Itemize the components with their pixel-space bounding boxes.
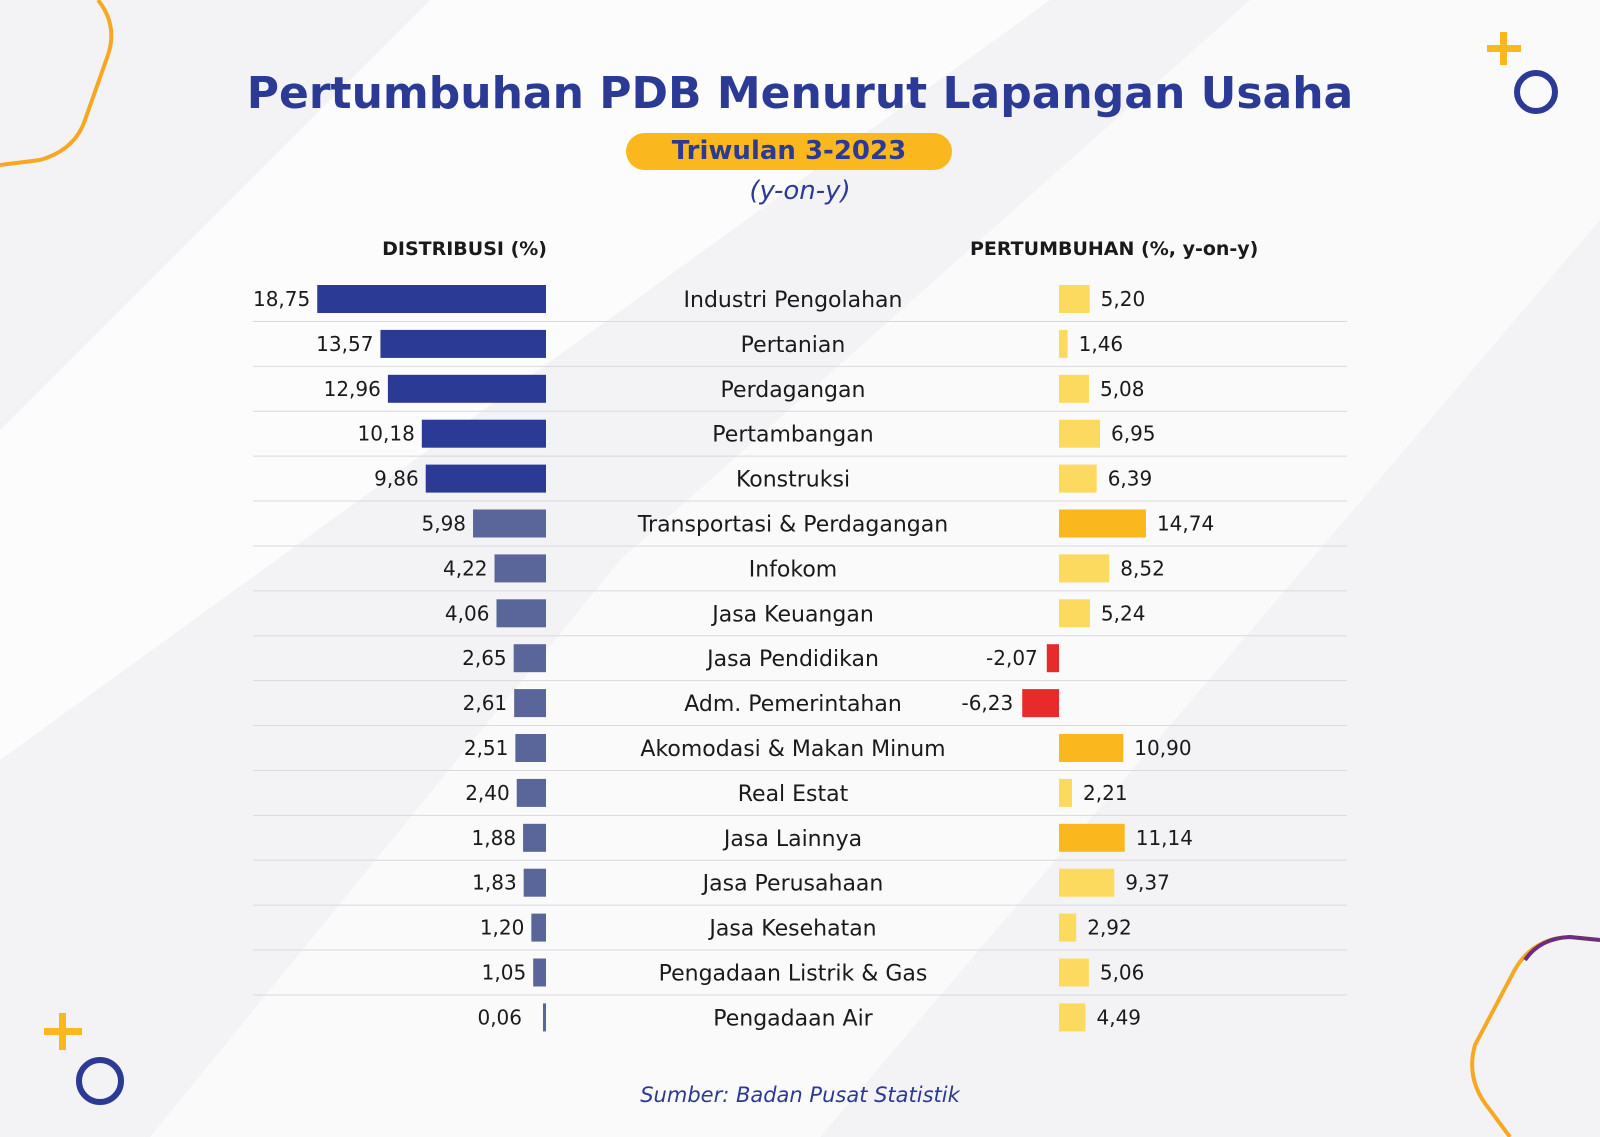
distribution-bar: [533, 958, 546, 987]
category-label: Jasa Lainnya: [722, 827, 862, 852]
category-label: Jasa Perusahaan: [701, 872, 884, 897]
category-label: Transportasi & Perdagangan: [637, 513, 948, 538]
distribution-bar: [496, 599, 546, 628]
growth-bar: [1059, 285, 1090, 313]
circle-icon: [1514, 70, 1558, 114]
distribution-bar: [380, 329, 546, 358]
growth-bar: [1059, 913, 1077, 942]
growth-value-label: 1,46: [1079, 332, 1124, 356]
distribution-value-label: 5,98: [422, 512, 467, 536]
category-label: Pertambangan: [712, 423, 873, 448]
category-label: Adm. Pemerintahan: [684, 692, 902, 717]
growth-value-label: 5,08: [1100, 377, 1145, 401]
growth-bar: [1059, 464, 1097, 493]
growth-bar: [1059, 958, 1089, 987]
distribution-bar: [515, 734, 546, 762]
distribution-value-label: 10,18: [358, 422, 415, 446]
distribution-value-label: 18,75: [253, 287, 310, 311]
distribution-value-label: 13,57: [316, 332, 373, 356]
category-label: Pengadaan Air: [713, 1006, 873, 1031]
distribution-value-label: 2,40: [465, 781, 510, 805]
distribution-value-label: 4,22: [443, 556, 488, 580]
distribution-value-label: 2,61: [463, 691, 508, 715]
growth-value-label: 6,39: [1108, 467, 1153, 491]
plus-icon: [44, 1013, 82, 1050]
growth-value-label: 14,74: [1157, 512, 1214, 536]
distribution-bar: [425, 464, 546, 493]
growth-value-label: -6,23: [961, 691, 1013, 715]
distribution-bar: [516, 778, 546, 807]
category-label: Jasa Pendidikan: [705, 647, 879, 672]
growth-value-label: 10,90: [1134, 736, 1191, 760]
circle-icon: [76, 1057, 124, 1105]
growth-bar: [1059, 778, 1073, 807]
growth-bar: [1059, 734, 1124, 762]
distribution-value-label: 1,05: [482, 961, 527, 985]
distribution-value-label: 12,96: [324, 377, 381, 401]
corner-curve-accent: [1523, 934, 1600, 962]
unit-note: (y-on-y): [749, 176, 851, 206]
growth-bar: [1059, 868, 1115, 897]
category-label: Pertanian: [741, 333, 846, 358]
category-label: Infokom: [749, 557, 837, 582]
category-label: Jasa Keuangan: [710, 602, 874, 627]
distribution-bar: [387, 374, 546, 403]
growth-bar: [1059, 329, 1068, 358]
source-note: Sumber: Badan Pusat Statistik: [640, 1083, 960, 1107]
distribution-value-label: 0,06: [477, 1005, 522, 1029]
distribution-bar: [513, 644, 546, 673]
category-label: Pengadaan Listrik & Gas: [659, 962, 928, 987]
category-label: Real Estat: [738, 782, 849, 807]
growth-bar: [1059, 419, 1101, 448]
corner-curve-top-left: [0, 0, 114, 167]
distribution-bar: [494, 554, 546, 583]
growth-bar: [1059, 599, 1090, 628]
growth-value-label: 4,49: [1096, 1005, 1141, 1029]
growth-bar: [1059, 1003, 1086, 1032]
growth-value-label: 5,06: [1100, 961, 1145, 985]
period-badge: Triwulan 3-2023: [626, 133, 952, 170]
plus-icon: [1487, 32, 1521, 65]
distribution-bar: [523, 823, 546, 852]
growth-value-label: 9,37: [1125, 871, 1170, 895]
category-label: Jasa Kesehatan: [707, 917, 876, 942]
distribution-value-label: 1,83: [472, 871, 517, 895]
growth-bar: [1059, 509, 1146, 538]
distribution-value-label: 2,65: [462, 646, 507, 670]
category-label: Industri Pengolahan: [684, 288, 903, 313]
light-stripe: [150, 0, 1600, 1137]
growth-value-label: 8,52: [1120, 556, 1165, 580]
growth-value-label: 2,92: [1087, 916, 1132, 940]
growth-value-label: 6,95: [1111, 422, 1156, 446]
distribution-bar: [531, 913, 546, 942]
growth-bar: [1059, 374, 1089, 403]
growth-bar: [1046, 644, 1059, 673]
category-label: Konstruksi: [736, 468, 850, 493]
distribution-bar: [473, 509, 546, 538]
growth-bar: [1059, 823, 1125, 852]
growth-value-label: 2,21: [1083, 781, 1128, 805]
growth-value-label: -2,07: [986, 646, 1038, 670]
distribution-bar: [543, 1003, 546, 1032]
distribution-bar: [514, 689, 546, 718]
distribution-bar: [421, 419, 546, 448]
growth-bar: [1022, 689, 1059, 718]
distribution-bar: [523, 868, 546, 897]
distribution-bar: [317, 285, 546, 313]
growth-column-header: PERTUMBUHAN (%, y-on-y): [970, 238, 1259, 260]
distribution-value-label: 1,88: [472, 826, 517, 850]
category-label: Perdagangan: [721, 378, 866, 403]
growth-value-label: 5,24: [1101, 601, 1146, 625]
distribution-value-label: 1,20: [480, 916, 525, 940]
growth-value-label: 5,20: [1101, 287, 1146, 311]
growth-bar: [1059, 554, 1110, 583]
distribution-value-label: 4,06: [445, 601, 490, 625]
category-label: Akomodasi & Makan Minum: [640, 737, 945, 762]
growth-value-label: 11,14: [1136, 826, 1193, 850]
distribution-value-label: 9,86: [374, 467, 419, 491]
distribution-column-header: DISTRIBUSI (%): [382, 238, 547, 260]
chart-title: Pertumbuhan PDB Menurut Lapangan Usaha: [246, 68, 1354, 119]
distribution-value-label: 2,51: [464, 736, 509, 760]
